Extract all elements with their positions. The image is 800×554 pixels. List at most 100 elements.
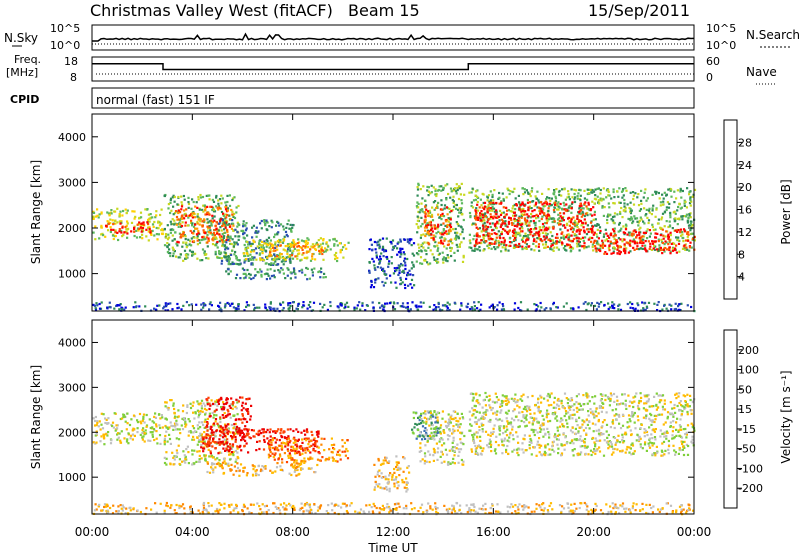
velocity-cell (239, 418, 242, 421)
power-cell (130, 230, 133, 233)
power-cell (510, 221, 513, 225)
velocity-cell (227, 430, 230, 433)
power-cell (545, 222, 548, 225)
power-cell (629, 239, 632, 242)
power-cell (658, 244, 661, 247)
velocity-cell (247, 432, 250, 435)
power-cell (557, 208, 560, 211)
power-cell (545, 307, 548, 310)
power-cell (514, 197, 517, 200)
power-cell (567, 217, 570, 220)
power-cell (301, 248, 304, 251)
velocity-cell (258, 447, 261, 451)
velocity-cell (286, 428, 289, 431)
noise-sky-label: N.Sky (4, 31, 38, 45)
power-cell (640, 236, 643, 239)
power-cell (382, 248, 385, 251)
power-cell (379, 266, 382, 269)
power-cell (388, 260, 391, 263)
power-cell (165, 303, 168, 306)
power-cell (668, 246, 671, 249)
power-cell (401, 302, 405, 305)
power-cell (371, 301, 374, 304)
power-cell (436, 189, 440, 192)
power-cell (563, 224, 566, 227)
power-cell (474, 194, 477, 197)
power-cell (169, 302, 172, 305)
velocity-cell (177, 415, 180, 418)
power-cell (568, 220, 571, 223)
power-cell (377, 240, 380, 243)
power-cell (273, 276, 276, 279)
velocity-cell (401, 481, 404, 484)
power-cell (629, 301, 632, 304)
power-cell (223, 224, 226, 227)
velocity-cell (116, 427, 119, 430)
power-cell (531, 210, 534, 213)
power-cell (265, 245, 268, 248)
power-cell (423, 226, 427, 229)
power-cell (440, 233, 443, 236)
power-cell (282, 239, 285, 242)
power-cell (683, 230, 686, 233)
power-cell (579, 189, 582, 192)
velocity-cell (245, 398, 248, 401)
velocity-cell (264, 467, 267, 470)
power-cell (235, 206, 238, 209)
power-cell (224, 251, 227, 255)
power-cell (674, 212, 677, 215)
power-cell (432, 201, 435, 204)
power-cell (676, 217, 679, 220)
power-cell (517, 194, 520, 197)
velocity-cell (281, 446, 284, 449)
power-cell (613, 202, 616, 205)
power-cell (629, 250, 632, 253)
power-cell (429, 192, 432, 195)
velocity-cell (332, 459, 335, 462)
power-cell (261, 252, 264, 255)
power-cell (551, 243, 554, 246)
power-cell (179, 256, 182, 259)
power-cell (210, 219, 213, 222)
velocity-cell (279, 444, 282, 447)
power-cell (544, 204, 547, 208)
velocity-cell (94, 419, 97, 423)
velocity-cell (154, 412, 157, 415)
power-cell (581, 210, 584, 213)
power-cell (318, 245, 321, 248)
power-cell (533, 303, 536, 306)
power-cell (296, 254, 299, 257)
power-cell (565, 302, 568, 305)
power-cell (587, 201, 590, 204)
velocity-cell (247, 412, 250, 415)
velocity-cell (222, 403, 225, 406)
power-cell (228, 258, 231, 261)
power-cell (272, 274, 275, 277)
power-cell (590, 220, 593, 223)
velocity-cell (267, 456, 271, 459)
power-cell (199, 259, 202, 262)
power-cell (475, 218, 478, 221)
power-cell (416, 219, 419, 222)
power-cell (255, 258, 258, 261)
velocity-cell (230, 397, 233, 400)
power-cell (121, 214, 124, 217)
power-cell (479, 198, 482, 201)
power-cell (153, 307, 156, 310)
velocity-cell (174, 455, 177, 458)
velocity-cell (212, 471, 215, 474)
power-cell (494, 240, 497, 243)
power-cell (202, 235, 205, 238)
velocity-cell (301, 438, 304, 441)
power-cell (125, 228, 128, 231)
power-cell (554, 195, 557, 198)
power-cell (206, 218, 209, 221)
velocity-cell (396, 487, 399, 490)
velocity-cell (302, 460, 305, 463)
power-cell (399, 247, 402, 250)
velocity-cell (142, 417, 145, 421)
velocity-cell (154, 416, 157, 419)
power-cell (544, 241, 548, 244)
power-cell (169, 201, 172, 204)
power-cell (641, 244, 644, 247)
